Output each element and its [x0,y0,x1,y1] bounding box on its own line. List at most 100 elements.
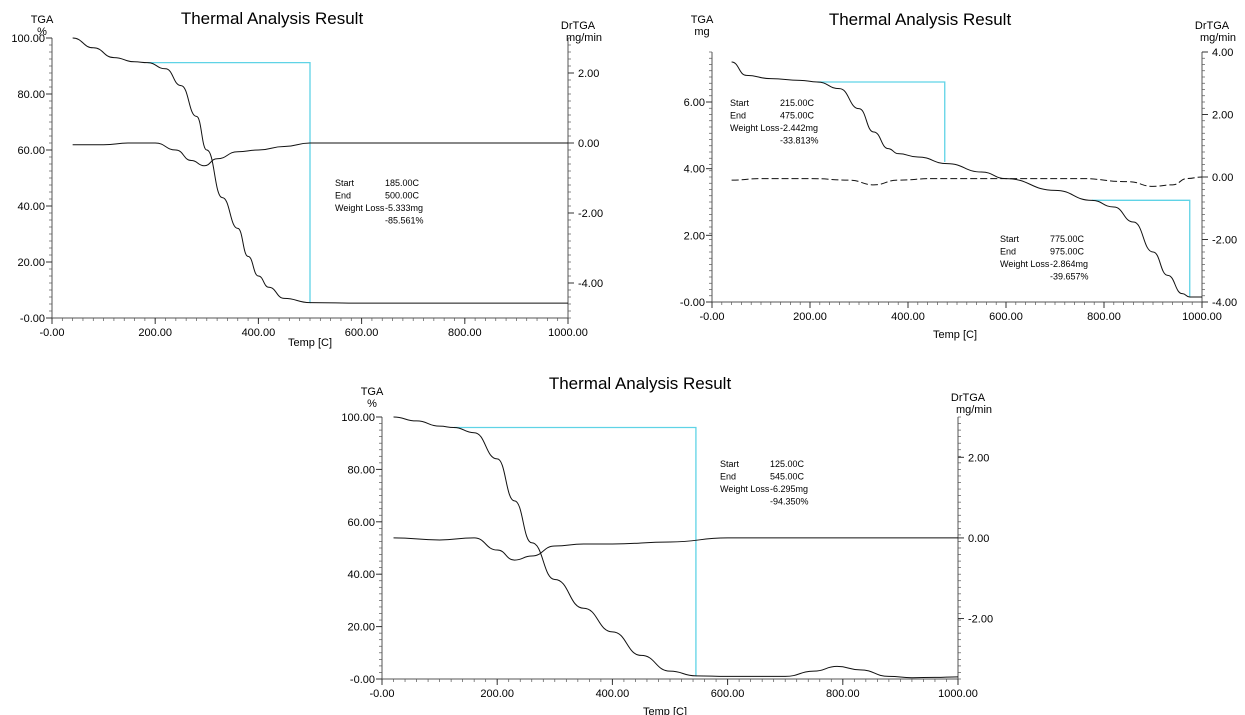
chart-title: Thermal Analysis Result [829,10,1012,29]
annotation-label: Start [730,98,750,108]
x-tick-label: 400.00 [891,311,925,323]
annotation-label: Weight Loss [730,123,780,133]
y-left-tick-label: 60.00 [347,517,375,529]
y-right-tick-label: 2.00 [578,68,599,80]
y-left-tick-label: -0.00 [350,674,375,686]
left-axis-unit: % [37,26,47,38]
y-left-tick-label: -0.00 [680,297,705,309]
x-tick-label: 800.00 [826,688,860,700]
y-left-tick-label: 80.00 [347,464,375,476]
annotation-label: Weight Loss [1000,259,1050,269]
annotation-value: -2.442mg [780,123,818,133]
y-right-tick-label: 4.00 [1212,47,1233,59]
y-right-tick-label: -2.00 [1212,235,1237,247]
x-tick-label: 800.00 [1087,311,1121,323]
y-right-tick-label: 0.00 [968,533,989,545]
annotation-label: End [730,111,746,121]
right-axis-label: DrTGA [1195,20,1230,32]
left-axis-label: TGA [361,386,384,398]
annotation-value: 475.00C [780,111,815,121]
step-box [817,81,946,162]
y-right-tick-label: -2.00 [968,614,993,626]
x-tick-label: 800.00 [448,327,482,339]
annotation-label: Start [1000,234,1020,244]
y-right-tick-label: 2.00 [968,452,989,464]
annotation-value: 975.00C [1050,247,1085,257]
right-axis-unit: mg/min [1200,32,1236,44]
y-left-tick-label: 2.00 [684,230,705,242]
annotation-value: -33.813% [780,136,819,146]
right-axis-unit: mg/min [566,32,602,44]
chart-title: Thermal Analysis Result [181,9,364,28]
y-right-tick-label: 0.00 [578,138,599,150]
annotation-label: Start [720,459,740,469]
y-left-tick-label: 60.00 [17,145,45,157]
annotation-value: -39.657% [1050,272,1089,282]
drtga-curve [393,537,958,561]
right-axis-label: DrTGA [951,392,986,404]
annotation-value: 775.00C [1050,234,1085,244]
x-tick-label: 200.00 [793,311,827,323]
left-axis-label: TGA [691,14,714,26]
y-left-tick-label: 100.00 [11,33,45,45]
step-box [454,426,697,677]
annotation-value: -85.561% [385,216,424,226]
annotation-value: -5.333mg [385,203,423,213]
x-tick-label: 600.00 [345,327,379,339]
x-axis-label: Temp [C] [643,706,687,715]
y-right-tick-label: -2.00 [578,208,603,220]
annotation-value: 500.00C [385,191,420,201]
x-tick-label: 1000.00 [548,327,588,339]
x-tick-label: 1000.00 [938,688,978,700]
y-right-tick-label: -4.00 [1212,297,1237,309]
x-tick-label: 1000.00 [1182,311,1222,323]
x-tick-label: -0.00 [39,327,64,339]
x-tick-label: 200.00 [480,688,514,700]
left-axis-unit: % [367,398,377,410]
annotation-label: End [720,472,736,482]
tga-curve [731,61,1202,298]
annotation-value: -94.350% [770,497,809,507]
annotation-value: 125.00C [770,459,805,469]
y-left-tick-label: 40.00 [17,201,45,213]
chart-panel-3: Thermal Analysis Result TGA% DrTGA mg/min -0… [320,365,1000,715]
y-left-tick-label: -0.00 [20,313,45,325]
step-box-2 [1091,199,1191,298]
right-axis-label: DrTGA [561,20,596,32]
annotation-label: Weight Loss [335,203,385,213]
x-tick-label: 600.00 [711,688,745,700]
annotation-label: Start [335,178,355,188]
annotation-value: -2.864mg [1050,259,1088,269]
annotation-label: End [1000,247,1016,257]
x-tick-label: -0.00 [369,688,394,700]
chart-panel-1: Thermal Analysis Result TGA% DrTGA mg/min -0… [0,0,620,350]
left-axis-unit: mg [694,26,709,38]
drtga-curve [731,176,1203,187]
annotation-label: End [335,191,351,201]
x-tick-label: -0.00 [699,311,724,323]
x-tick-label: 400.00 [242,327,276,339]
y-left-tick-label: 20.00 [347,622,375,634]
annotation-value: 215.00C [780,98,815,108]
y-right-tick-label: 2.00 [1212,110,1233,122]
y-left-tick-label: 40.00 [347,569,375,581]
step-box [147,61,311,304]
y-left-tick-label: 6.00 [684,97,705,109]
y-right-tick-label: -4.00 [578,278,603,290]
y-left-tick-label: 100.00 [341,412,375,424]
x-axis-label: Temp [C] [288,337,332,349]
right-axis-unit: mg/min [956,404,992,416]
tga-curve [393,416,959,679]
chart-title: Thermal Analysis Result [549,374,732,393]
annotation-value: -6.295mg [770,484,808,494]
y-left-tick-label: 20.00 [17,257,45,269]
y-left-tick-label: 80.00 [17,89,45,101]
drtga-curve [72,142,568,167]
x-axis-label: Temp [C] [933,329,977,341]
x-tick-label: 600.00 [989,311,1023,323]
annotation-value: 185.00C [385,178,420,188]
y-right-tick-label: 0.00 [1212,172,1233,184]
